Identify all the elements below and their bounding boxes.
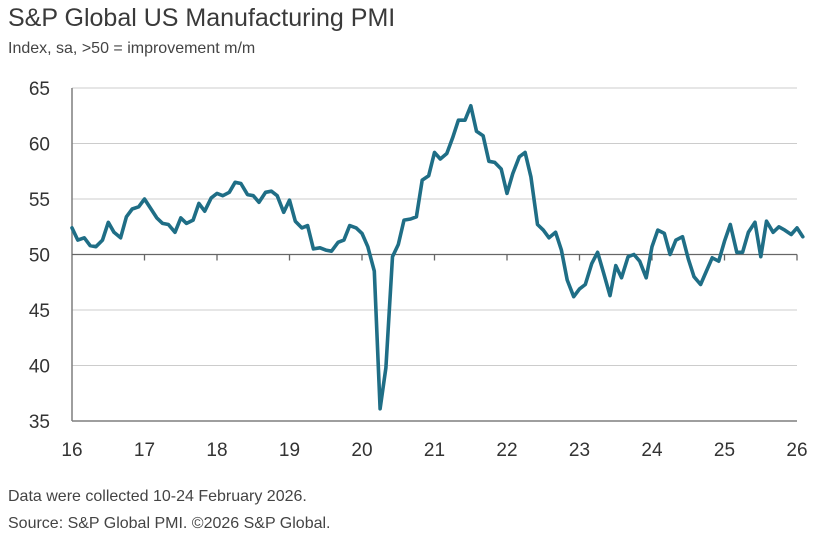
data-collection-note: Data were collected 10-24 February 2026. xyxy=(8,488,307,505)
x-tick-label-20: 20 xyxy=(351,440,372,461)
y-tick-label-60: 60 xyxy=(29,135,50,156)
x-tick-label-23: 23 xyxy=(569,440,590,461)
series-layer xyxy=(70,104,805,411)
chart-subtitle: Index, sa, >50 = improvement m/m xyxy=(8,40,256,57)
gridlines xyxy=(72,87,797,366)
chart-title: S&P Global US Manufacturing PMI xyxy=(8,4,396,32)
x-tick-label-24: 24 xyxy=(641,440,663,461)
y-tick-label-55: 55 xyxy=(29,190,50,211)
x-tick-label-25: 25 xyxy=(714,440,735,461)
axes xyxy=(71,88,798,422)
x-tick-label-26: 26 xyxy=(786,440,807,461)
y-tick-label-65: 65 xyxy=(29,79,50,100)
pmi-series-line xyxy=(70,104,805,411)
pmi-line-chart: 35 40 45 50 55 60 65 16 17 18 19 20 21 22 23 24 25 26 xyxy=(29,79,808,461)
x-tick-label-22: 22 xyxy=(496,440,517,461)
x-tick-label-19: 19 xyxy=(279,440,300,461)
x-tick-label-21: 21 xyxy=(424,440,445,461)
y-tick-label-50: 50 xyxy=(29,246,50,267)
y-tick-label-40: 40 xyxy=(29,357,50,378)
source-note: Source: S&P Global PMI. ©2026 S&P Global… xyxy=(8,515,331,532)
y-tick-label-35: 35 xyxy=(29,412,50,433)
y-tick-label-45: 45 xyxy=(29,301,50,322)
tick-labels: 35 40 45 50 55 60 65 16 17 18 19 20 21 22 23 24 25 26 xyxy=(29,79,808,461)
x-tick-label-16: 16 xyxy=(61,440,82,461)
x-tick-label-18: 18 xyxy=(206,440,227,461)
x-tick-label-17: 17 xyxy=(134,440,155,461)
